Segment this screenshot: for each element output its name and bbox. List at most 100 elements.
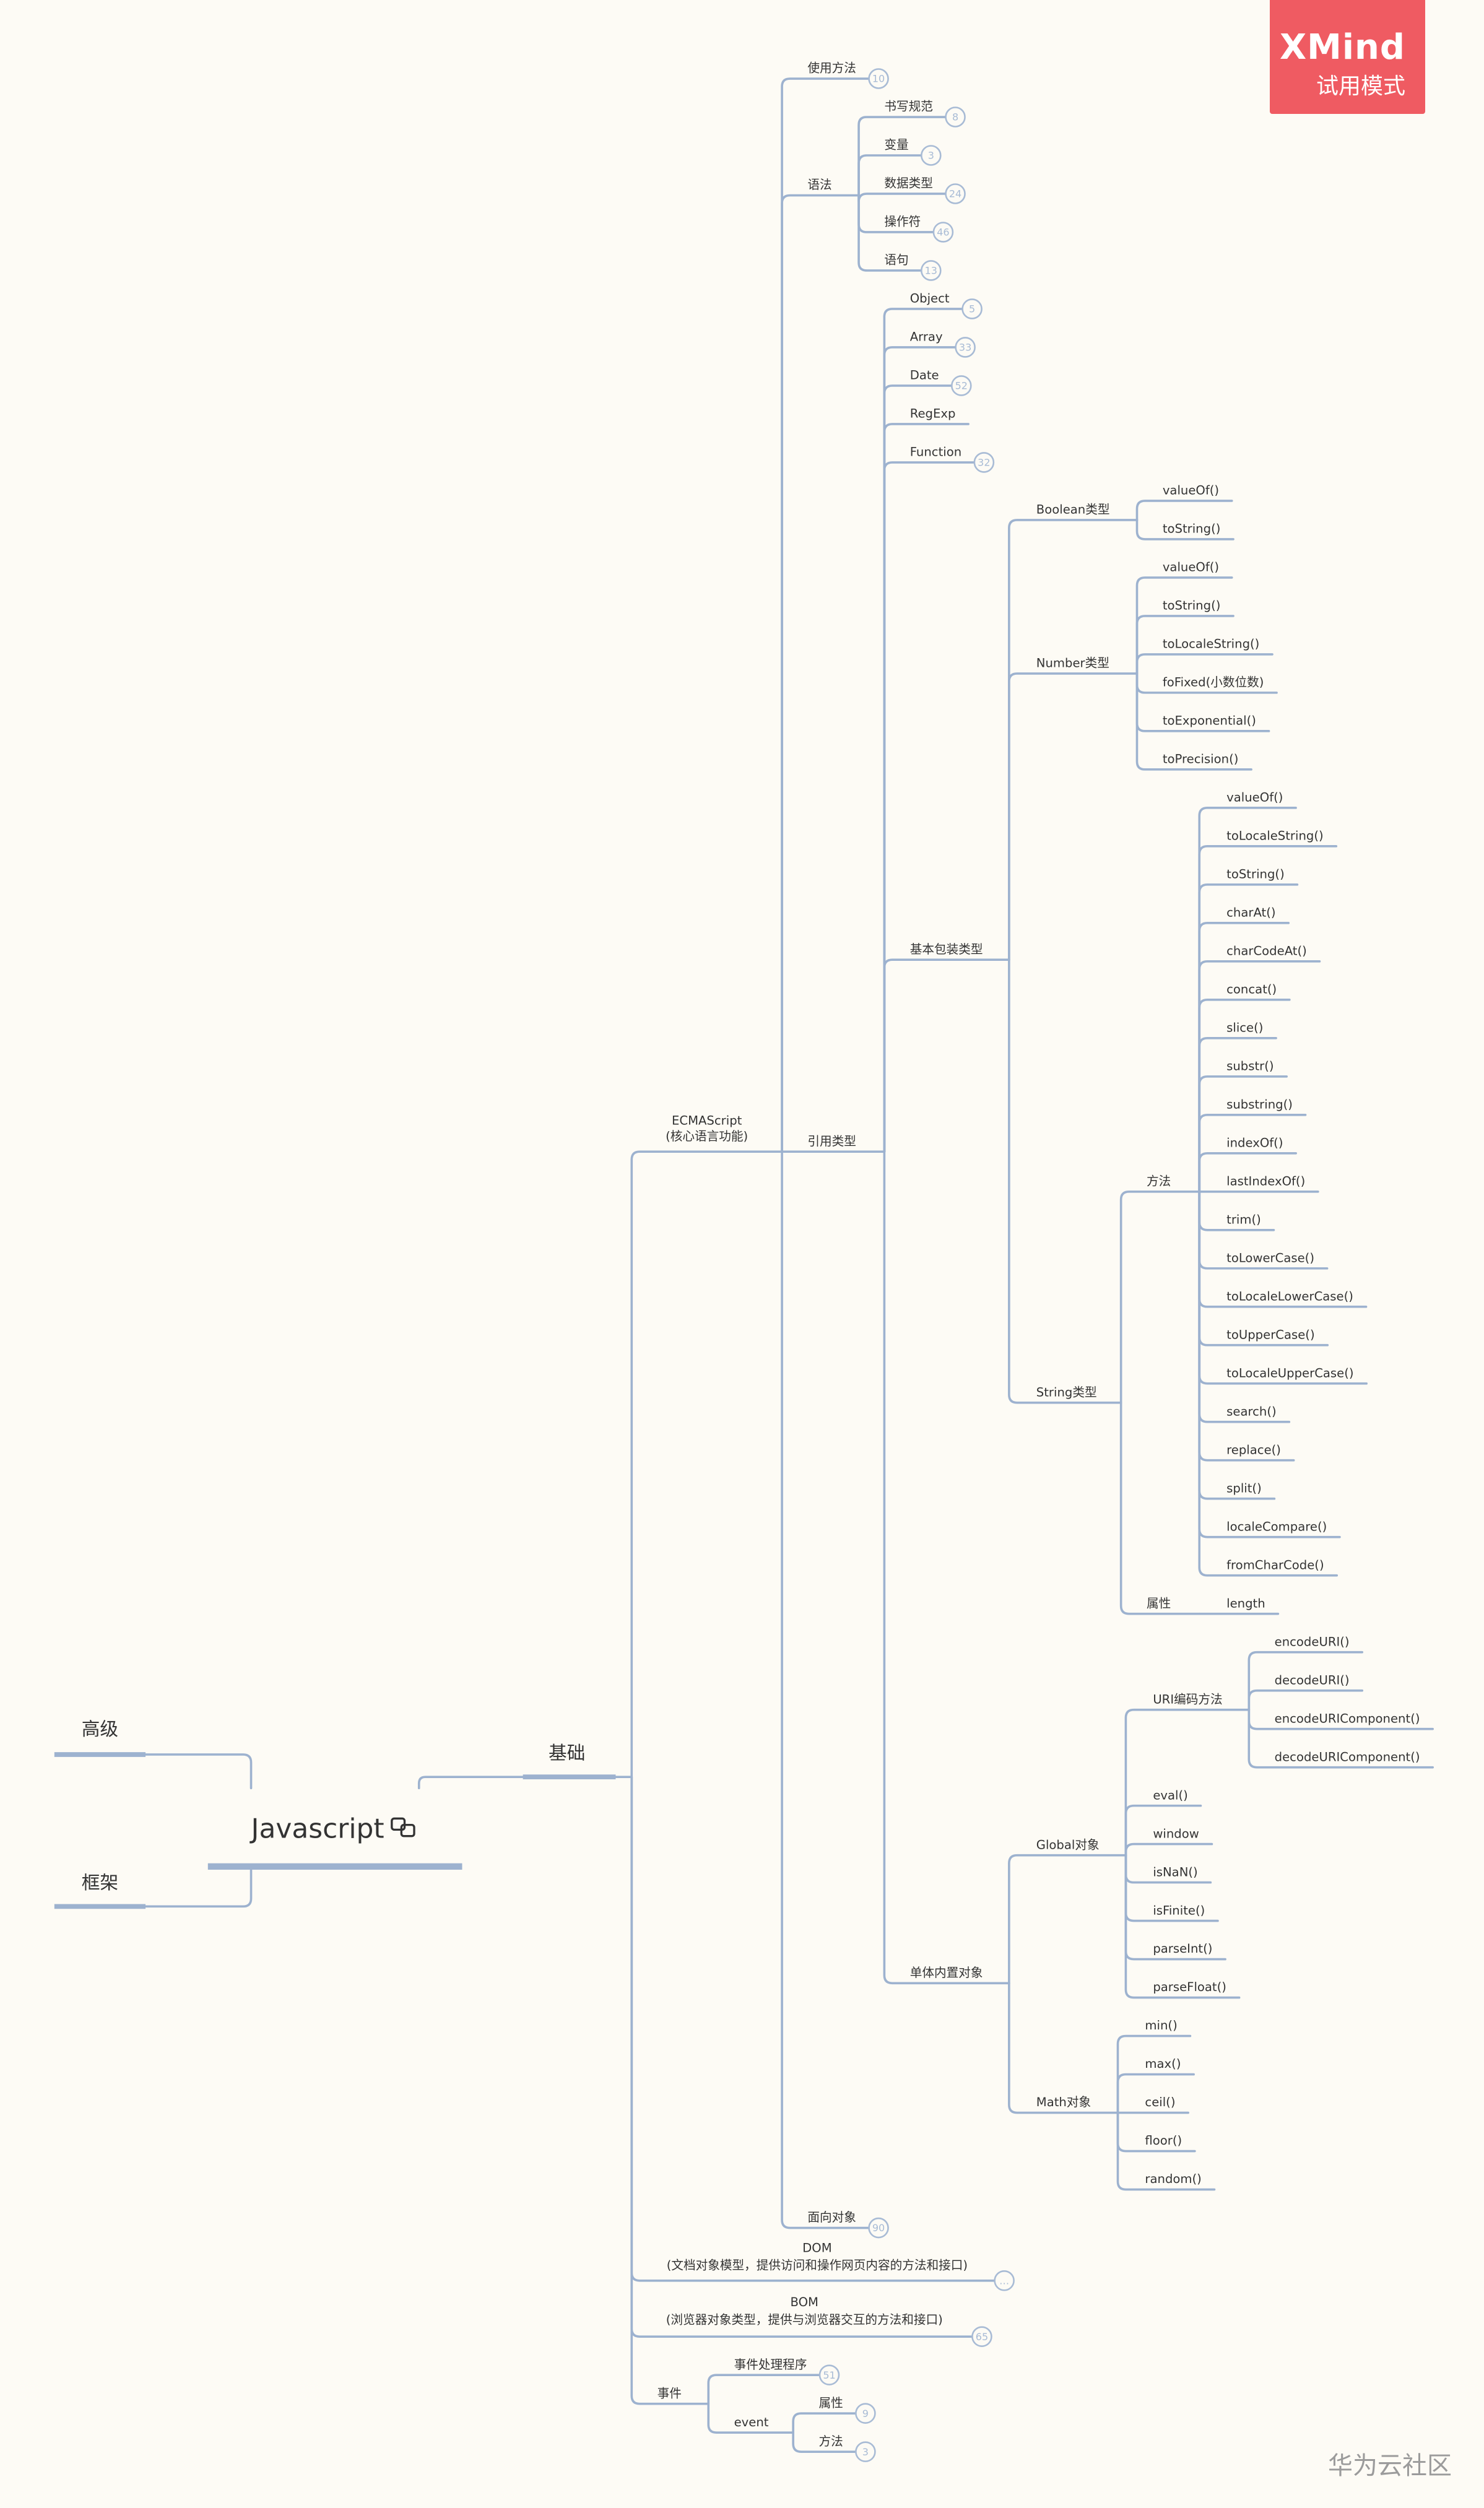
topic-label: concat(): [1226, 982, 1277, 996]
topic-string[interactable]: String类型: [1008, 958, 1122, 1404]
topic-tostring[interactable]: toString(): [1135, 599, 1234, 675]
xmind-trial-badge[interactable]: XMind 试用模式: [1270, 0, 1425, 114]
topic-ceil[interactable]: ceil(): [1116, 2095, 1189, 2114]
topic-decodeuri[interactable]: decodeURI(): [1248, 1673, 1364, 1711]
topic-eval[interactable]: eval(): [1124, 1788, 1202, 1857]
topic-window[interactable]: window: [1124, 1826, 1213, 1857]
collapsed-count-badge[interactable]: 24: [945, 183, 966, 204]
topic-label: toLocaleLowerCase(): [1226, 1289, 1353, 1303]
topic-indexof[interactable]: indexOf(): [1198, 1135, 1297, 1193]
topic-node[interactable]: 语句 13: [857, 194, 942, 281]
topic-max[interactable]: max(): [1116, 2057, 1195, 2114]
topic-tolocalestring[interactable]: toLocaleString(): [1135, 637, 1274, 675]
topic-uri[interactable]: URI编码方法: [1124, 1692, 1251, 1857]
branch-line: [630, 1150, 783, 1778]
linked-copy-icon[interactable]: [391, 1817, 415, 1838]
topic-node[interactable]: 单体内置对象: [883, 1150, 1010, 1985]
topic-tolocaleuppercase[interactable]: toLocaleUpperCase(): [1198, 1190, 1368, 1385]
topic-node[interactable]: 基本包装类型: [883, 942, 1010, 1153]
topic-parsefloat[interactable]: parseFloat(): [1124, 1854, 1241, 1999]
topic-isnan[interactable]: isNaN(): [1124, 1854, 1212, 1884]
topic-ecmascript[interactable]: ECMAScript (核心语言功能): [630, 1113, 783, 1778]
topic-localecompare[interactable]: localeCompare(): [1198, 1190, 1341, 1538]
branch-line: [1198, 883, 1299, 1193]
branch-line: [1008, 1982, 1119, 2114]
topic-valueof[interactable]: valueOf(): [1135, 484, 1233, 521]
topic-node[interactable]: 语法: [781, 178, 860, 1153]
topic-boolean[interactable]: Boolean类型: [1008, 503, 1139, 961]
collapsed-count-badge[interactable]: 90: [868, 2217, 889, 2239]
topic-encodeuricomponent[interactable]: encodeURIComponent(): [1248, 1708, 1434, 1730]
collapsed-count-badge[interactable]: 9: [855, 2403, 876, 2424]
topic-tostring[interactable]: toString(): [1135, 519, 1234, 540]
topic-framework[interactable]: 框架: [54, 1867, 253, 1909]
topic-number[interactable]: Number类型: [1008, 656, 1139, 961]
topic-date[interactable]: Date 52: [883, 368, 972, 1153]
collapsed-count-badge[interactable]: 46: [932, 222, 954, 243]
collapsed-count-badge[interactable]: 33: [955, 337, 976, 358]
topic-substr[interactable]: substr(): [1198, 1059, 1288, 1193]
topic-node[interactable]: 方法 3: [792, 2431, 876, 2462]
topic-valueof[interactable]: valueOf(): [1198, 791, 1297, 1193]
topic-object[interactable]: Object 5: [883, 292, 983, 1153]
topic-lastindexof[interactable]: lastIndexOf(): [1198, 1174, 1319, 1193]
topic-slice[interactable]: slice(): [1198, 1020, 1277, 1193]
topic-node[interactable]: 事件: [630, 1776, 710, 2405]
topic-node[interactable]: 面向对象 90: [781, 1150, 889, 2239]
topic-regexp[interactable]: RegExp: [883, 407, 970, 1153]
topic-node[interactable]: 变量 3: [857, 138, 942, 197]
topic-global[interactable]: Global对象: [1008, 1838, 1127, 1985]
topic-fromcharcode[interactable]: fromCharCode(): [1198, 1190, 1339, 1577]
collapsed-count-badge[interactable]: 5: [961, 298, 983, 319]
collapsed-count-badge[interactable]: 8: [945, 106, 966, 128]
topic-event[interactable]: event: [707, 2402, 794, 2434]
topic-tolocalestring[interactable]: toLocaleString(): [1198, 829, 1338, 1193]
topic-label: toPrecision(): [1163, 752, 1239, 766]
topic-advanced[interactable]: 高级: [54, 1719, 253, 1790]
topic-node[interactable]: 方法: [1119, 1174, 1201, 1404]
topic-decodeuricomponent[interactable]: decodeURIComponent(): [1248, 1708, 1434, 1769]
collapsed-count-badge[interactable]: 65: [971, 2326, 992, 2347]
topic-substring[interactable]: substring(): [1198, 1097, 1307, 1193]
topic-node[interactable]: 引用类型: [781, 1134, 886, 1153]
collapsed-count-badge[interactable]: 3: [921, 145, 942, 166]
branch-line: [1008, 958, 1122, 1404]
topic-tolocalelowercase[interactable]: toLocaleLowerCase(): [1198, 1190, 1368, 1308]
collapsed-count-badge[interactable]: 10: [868, 68, 889, 89]
topic-label: toLocaleUpperCase(): [1226, 1366, 1353, 1380]
topic-encodeuri[interactable]: encodeURI(): [1248, 1634, 1364, 1711]
topic-replace[interactable]: replace(): [1198, 1190, 1295, 1462]
collapsed-count-badge[interactable]: 3: [855, 2441, 876, 2462]
central-topic[interactable]: Javascript: [207, 1813, 462, 1870]
topic-valueof[interactable]: valueOf(): [1135, 560, 1233, 675]
topic-node[interactable]: 属性 9: [792, 2396, 876, 2434]
topic-charat[interactable]: charAt(): [1198, 905, 1290, 1193]
topic-trim[interactable]: trim(): [1198, 1190, 1275, 1231]
topic-math[interactable]: Math对象: [1008, 1982, 1119, 2114]
branch-line: [1135, 653, 1274, 675]
collapsed-count-badge[interactable]: …: [994, 2270, 1015, 2291]
topic-toprecision[interactable]: toPrecision(): [1135, 672, 1252, 771]
topic-tostring[interactable]: toString(): [1198, 867, 1299, 1193]
topic-dom[interactable]: DOM(文档对象模型，提供访问和操作网页内容的方法和接口)…: [630, 1776, 1015, 2291]
topic-fofixed[interactable]: foFixed(小数位数): [1135, 672, 1278, 694]
topic-node[interactable]: 属性: [1119, 1401, 1201, 1615]
topic-node[interactable]: 书写规范 8: [857, 100, 966, 197]
topic-node[interactable]: 使用方法 10: [781, 61, 889, 1153]
topic-length[interactable]: length: [1198, 1596, 1280, 1615]
collapsed-count-badge[interactable]: 52: [951, 375, 972, 396]
topic-floor[interactable]: floor(): [1116, 2111, 1196, 2153]
topic-node[interactable]: 操作符 46: [857, 194, 954, 243]
collapsed-count-badge[interactable]: 13: [921, 260, 942, 281]
topic-basics[interactable]: 基础: [417, 1743, 633, 1790]
topic-min[interactable]: min(): [1116, 2018, 1192, 2114]
collapsed-count-badge[interactable]: 51: [818, 2364, 840, 2385]
topic-function[interactable]: Function 32: [883, 445, 995, 1153]
topic-node[interactable]: 事件处理程序 51: [707, 2358, 840, 2405]
topic-random[interactable]: random(): [1116, 2111, 1216, 2191]
collapsed-count-badge[interactable]: 32: [973, 452, 995, 473]
topic-charcodeat[interactable]: charCodeAt(): [1198, 944, 1321, 1193]
topic-concat[interactable]: concat(): [1198, 982, 1291, 1193]
topic-array[interactable]: Array 33: [883, 330, 976, 1153]
topic-node[interactable]: 数据类型 24: [857, 176, 966, 204]
